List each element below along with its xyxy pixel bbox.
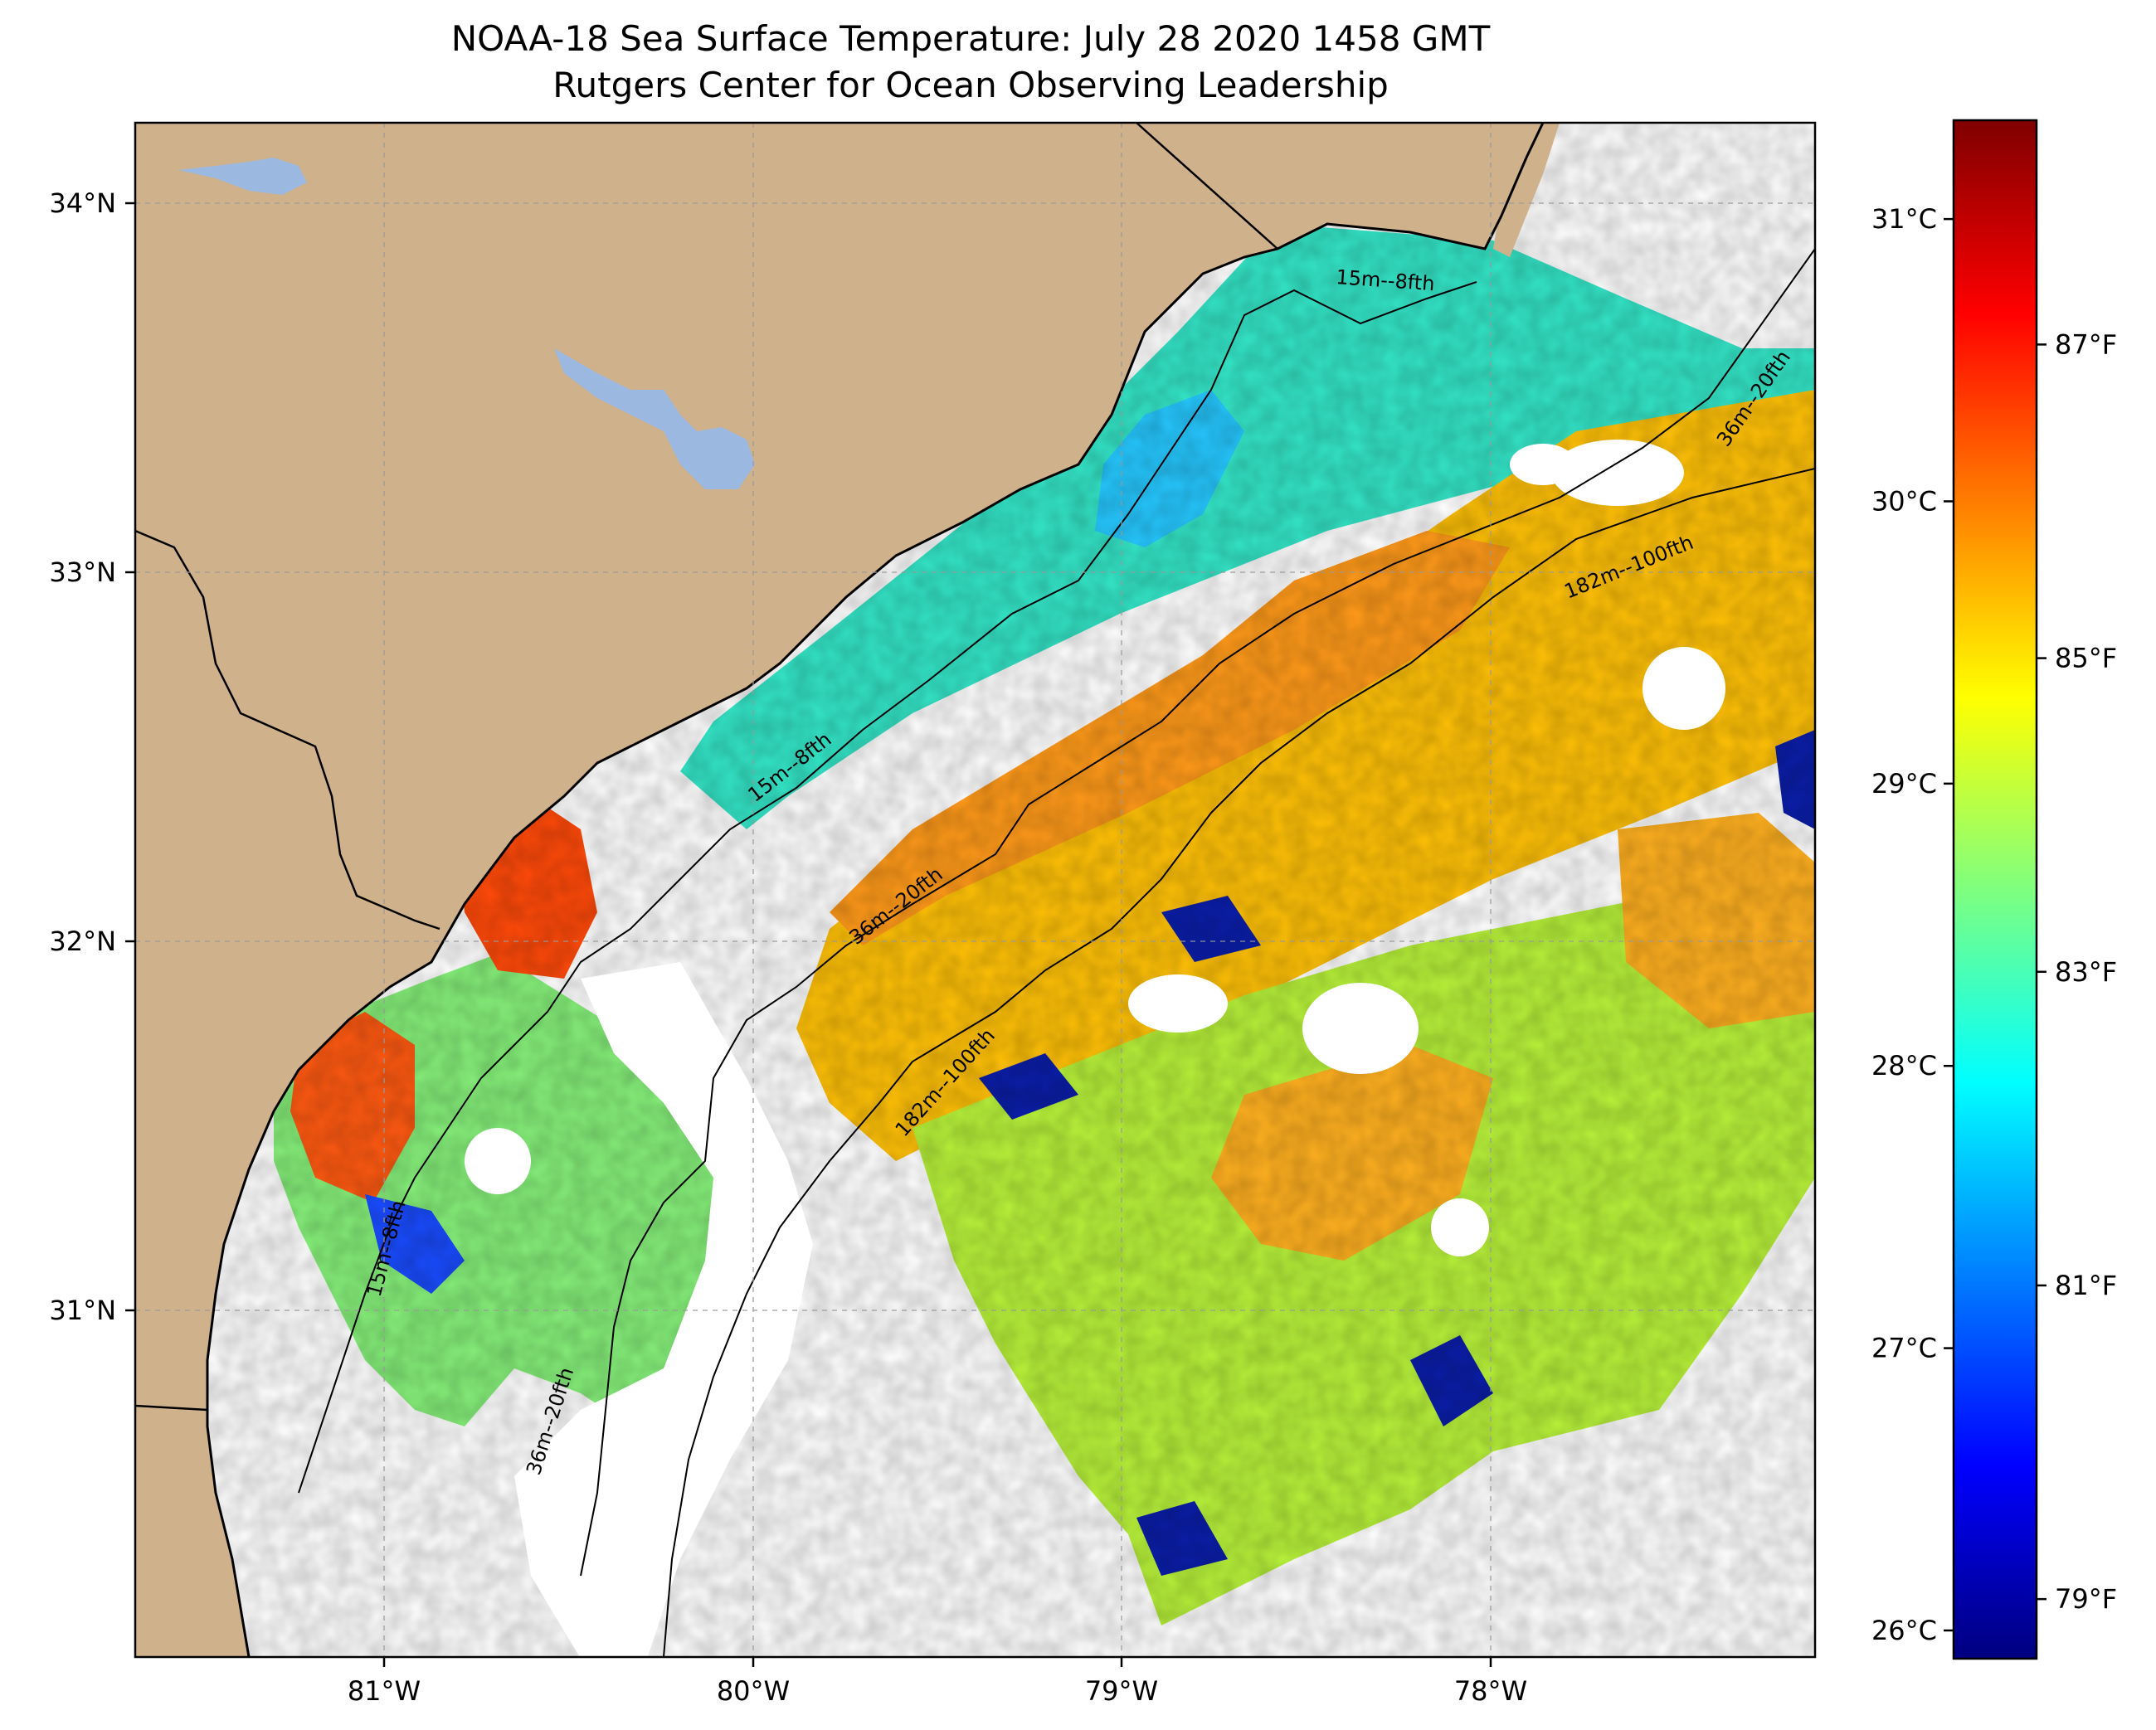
colorbar-celsius-label: 27°C: [1871, 1333, 1937, 1364]
colorbar-celsius-scale: 31°C 30°C 29°C 28°C 27°C 26°C: [1871, 203, 1954, 1646]
coastline: [206, 123, 1545, 1657]
contour-15m-line: [298, 281, 1477, 1494]
colorbar-celsius-label: 28°C: [1871, 1050, 1937, 1081]
map-frame: [134, 121, 1817, 1659]
colorbar-fahrenheit-label: 83°F: [2055, 956, 2117, 988]
colorbar-fahrenheit-label: 81°F: [2055, 1270, 2117, 1301]
colorbar-frame: [1952, 119, 2038, 1660]
cloud-gap-1: [1302, 983, 1419, 1074]
colorbar-fahrenheit-scale: 87°F 85°F 83°F 81°F 79°F: [2037, 328, 2117, 1615]
state-border-sc-ga: [135, 529, 440, 931]
colorbar-celsius-label: 29°C: [1871, 768, 1937, 799]
land-cape-northeast: [1493, 123, 1560, 257]
x-tick-label-79w: 79°W: [1085, 1675, 1158, 1707]
x-tick-label-81w: 81°W: [348, 1675, 421, 1707]
cloud-gap-5: [1431, 1198, 1489, 1256]
graticule: [135, 123, 1815, 1657]
land-mass: [135, 123, 1543, 1657]
x-tick-label-80w: 80°W: [717, 1675, 790, 1707]
lake-marion: [554, 348, 755, 489]
state-border-nc-sc: [1136, 123, 1278, 250]
colorbar-fahrenheit-label: 79°F: [2055, 1583, 2117, 1615]
map-subtitle: Rutgers Center for Ocean Observing Leade…: [552, 65, 1389, 105]
cloud-gap-7: [465, 1128, 531, 1194]
cloud-gap-4: [1643, 647, 1725, 730]
colorbar-fahrenheit-label: 85°F: [2055, 643, 2117, 674]
colorbar-gradient: [1954, 120, 2037, 1659]
cloud-gap-3: [1551, 440, 1684, 506]
state-border-ga-fl: [135, 1404, 208, 1412]
y-tick-label-33n: 33°N: [49, 556, 116, 588]
y-tick-label-32n: 32°N: [49, 926, 116, 957]
cloud-gap-6: [1510, 444, 1576, 485]
colorbar-celsius-label: 30°C: [1871, 485, 1937, 517]
colorbar: 31°C 30°C 29°C 28°C 27°C 26°C 87°F 85°F 83°F 81°…: [1871, 119, 2117, 1660]
axis-ticks: [125, 202, 1492, 1667]
colorbar-fahrenheit-label: 87°F: [2055, 328, 2117, 360]
no-data-inshore-west: [514, 962, 813, 1657]
cloud-gap-2: [1128, 974, 1228, 1033]
colorbar-celsius-label: 31°C: [1871, 203, 1937, 235]
map-title: NOAA-18 Sea Surface Temperature: July 28…: [450, 18, 1491, 59]
contour-182m-line: [663, 468, 1815, 1657]
y-tick-label-34n: 34°N: [49, 187, 116, 219]
colorbar-celsius-label: 26°C: [1871, 1615, 1937, 1646]
x-tick-label-78w: 78°W: [1454, 1675, 1527, 1707]
y-tick-label-31n: 31°N: [49, 1295, 116, 1326]
lake-north: [178, 158, 307, 195]
